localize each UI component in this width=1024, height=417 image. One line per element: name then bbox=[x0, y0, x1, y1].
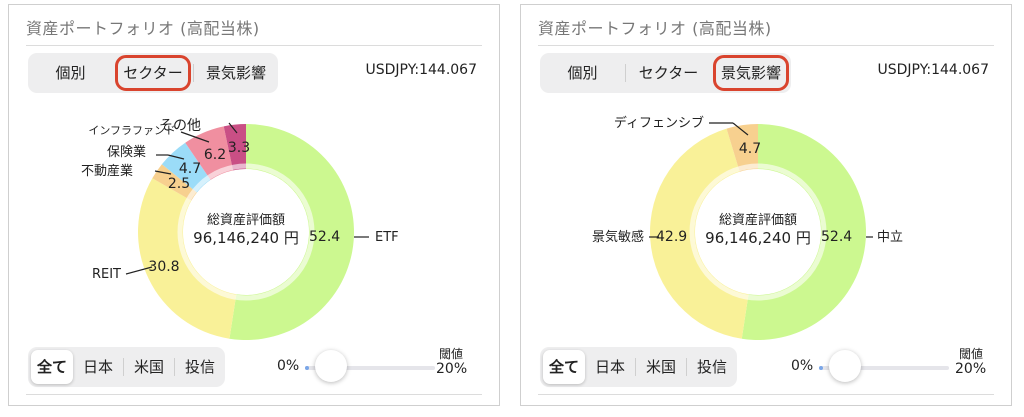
filter-divider bbox=[123, 358, 124, 376]
filter-divider bbox=[686, 358, 687, 376]
threshold-slider-knob[interactable] bbox=[829, 350, 861, 382]
slice-value-label: 52.4 bbox=[821, 229, 852, 245]
leader-line bbox=[125, 266, 153, 275]
tab-individual[interactable]: 個別 bbox=[567, 64, 598, 82]
panel-title: 資産ポートフォリオ (高配当株) bbox=[538, 19, 772, 38]
donut-slice-2[interactable] bbox=[726, 124, 758, 172]
footer-divider bbox=[26, 394, 482, 395]
tab-divider bbox=[625, 64, 626, 82]
slice-value-label: 4.7 bbox=[179, 161, 201, 177]
view-tab-bar: 個別 セクター 景気影響 bbox=[28, 53, 278, 93]
tab-individual[interactable]: 個別 bbox=[55, 64, 86, 82]
market-filter-bar: 全て 日本 米国 投信 bbox=[28, 347, 225, 387]
filter-fund[interactable]: 投信 bbox=[696, 358, 727, 376]
center-value: 96,146,240 円 bbox=[193, 229, 299, 247]
donut-slice-3[interactable] bbox=[161, 142, 211, 193]
slice-category-label: インフラファンド bbox=[88, 124, 176, 137]
slice-value-label: 4.7 bbox=[739, 141, 761, 157]
donut-slice-2[interactable] bbox=[152, 164, 197, 201]
filter-us[interactable]: 米国 bbox=[645, 358, 676, 376]
filter-all[interactable]: 全て bbox=[543, 350, 585, 384]
slice-category-label: 景気敏感 bbox=[592, 229, 644, 245]
filter-divider bbox=[635, 358, 636, 376]
threshold-slider-knob[interactable] bbox=[315, 350, 347, 382]
portfolio-panel-sector: 資産ポートフォリオ (高配当株) 個別 セクター 景気影響 USDJPY:144… bbox=[8, 4, 500, 406]
threshold-value: 20% bbox=[955, 361, 987, 377]
exchange-rate: USDJPY:144.067 bbox=[877, 62, 989, 78]
slice-category-label: ディフェンシブ bbox=[614, 115, 704, 131]
filter-us[interactable]: 米国 bbox=[133, 358, 164, 376]
slice-value-label: 30.8 bbox=[148, 259, 179, 275]
view-tab-bar: 個別 セクター 景気影響 bbox=[540, 53, 791, 93]
center-value: 96,146,240 円 bbox=[705, 229, 811, 247]
slice-category-label: REIT bbox=[92, 267, 121, 282]
tab-economic-impact[interactable]: 景気影響 bbox=[205, 64, 266, 82]
sector-donut-chart: 52.4 ETF 30.8 REIT 2.5 不動産業 4.7 保険業 6.2 インフラファンド 3… bbox=[81, 118, 399, 340]
slider-min-label: 0% bbox=[277, 358, 300, 374]
filter-all[interactable]: 全て bbox=[31, 350, 73, 384]
market-filter-bar: 全て 日本 米国 投信 bbox=[540, 347, 737, 387]
slice-value-label: 3.3 bbox=[228, 140, 250, 156]
leader-line bbox=[154, 170, 172, 175]
title-divider bbox=[538, 45, 994, 46]
donut-slice-0[interactable] bbox=[229, 124, 354, 340]
leader-line bbox=[732, 122, 749, 136]
leader-line bbox=[180, 131, 210, 143]
center-title: 総資産評価額 bbox=[207, 212, 285, 228]
slice-value-label: 2.5 bbox=[168, 176, 190, 192]
inner-ring bbox=[177, 163, 315, 301]
title-divider bbox=[26, 45, 482, 46]
slice-value-label: 42.9 bbox=[656, 229, 687, 245]
footer-divider bbox=[538, 394, 994, 395]
portfolio-panel-economic: 資産ポートフォリオ (高配当株) 個別 セクター 景気影響 USDJPY:144… bbox=[520, 4, 1012, 406]
tab-sector[interactable]: セクター bbox=[113, 53, 193, 93]
economic-donut-chart: 52.4 中立 42.9 景気敏感 4.7 ディフェンシブ 総資産評価額 96,146,2… bbox=[592, 115, 903, 340]
slice-value-label: 52.4 bbox=[309, 229, 340, 245]
panel-title: 資産ポートフォリオ (高配当株) bbox=[26, 19, 260, 38]
threshold-label: 閾値 bbox=[439, 347, 464, 361]
filter-japan[interactable]: 日本 bbox=[594, 358, 625, 376]
leader-line bbox=[167, 154, 185, 160]
filter-japan[interactable]: 日本 bbox=[82, 358, 113, 376]
slice-value-label: 6.2 bbox=[204, 147, 226, 163]
slice-category-label: 中立 bbox=[877, 230, 903, 245]
threshold-value: 20% bbox=[436, 361, 468, 377]
slider-min-label: 0% bbox=[791, 358, 814, 374]
threshold-slider-fill bbox=[819, 366, 823, 370]
threshold-slider-track[interactable] bbox=[305, 366, 435, 370]
tab-economic-impact[interactable]: 景気影響 bbox=[711, 53, 791, 93]
filter-divider bbox=[174, 358, 175, 376]
inner-ring bbox=[689, 163, 827, 301]
threshold-slider-track[interactable] bbox=[819, 366, 949, 370]
tab-divider bbox=[193, 64, 194, 82]
donut-slice-0[interactable] bbox=[741, 124, 866, 340]
slice-category-label: 保険業 bbox=[107, 144, 146, 160]
slice-category-label: ETF bbox=[375, 230, 399, 245]
filter-fund[interactable]: 投信 bbox=[184, 358, 215, 376]
exchange-rate: USDJPY:144.067 bbox=[365, 62, 477, 78]
threshold-slider-fill bbox=[305, 366, 309, 370]
slice-category-label: 不動産業 bbox=[81, 163, 133, 179]
threshold-label: 閾値 bbox=[959, 347, 984, 361]
leader-line bbox=[228, 122, 238, 134]
tab-sector[interactable]: セクター bbox=[638, 64, 699, 82]
slice-category-label: その他 bbox=[159, 118, 201, 134]
donut-slice-4[interactable] bbox=[185, 126, 234, 180]
center-title: 総資産評価額 bbox=[719, 212, 797, 228]
donut-slice-5[interactable] bbox=[223, 124, 246, 171]
